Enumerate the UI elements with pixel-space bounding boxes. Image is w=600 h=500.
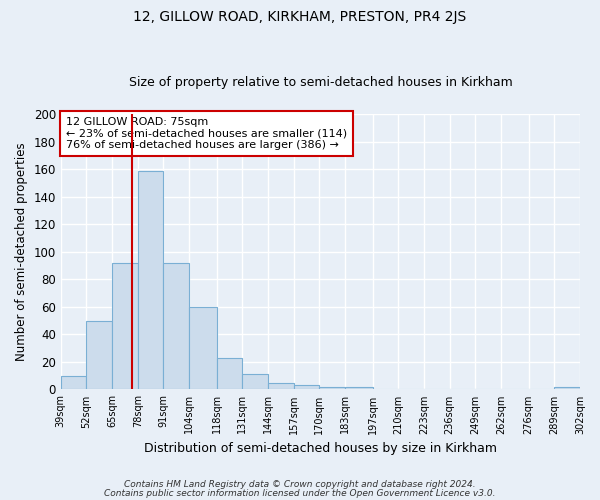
Bar	[112, 263, 138, 390]
Title: Size of property relative to semi-detached houses in Kirkham: Size of property relative to semi-detach…	[128, 76, 512, 90]
Text: Contains public sector information licensed under the Open Government Licence v3: Contains public sector information licen…	[104, 488, 496, 498]
Y-axis label: Number of semi-detached properties: Number of semi-detached properties	[15, 142, 28, 361]
Text: Contains HM Land Registry data © Crown copyright and database right 2024.: Contains HM Land Registry data © Crown c…	[124, 480, 476, 489]
Bar	[61, 376, 86, 390]
Bar	[217, 358, 242, 390]
Bar	[268, 382, 294, 390]
Bar	[86, 320, 112, 390]
Bar	[294, 386, 319, 390]
Bar	[138, 170, 163, 390]
Text: 12, GILLOW ROAD, KIRKHAM, PRESTON, PR4 2JS: 12, GILLOW ROAD, KIRKHAM, PRESTON, PR4 2…	[133, 10, 467, 24]
Text: 12 GILLOW ROAD: 75sqm
← 23% of semi-detached houses are smaller (114)
76% of sem: 12 GILLOW ROAD: 75sqm ← 23% of semi-deta…	[66, 117, 347, 150]
Bar	[319, 386, 345, 390]
Bar	[242, 374, 268, 390]
Bar	[345, 386, 373, 390]
Bar	[163, 263, 189, 390]
Bar	[189, 307, 217, 390]
X-axis label: Distribution of semi-detached houses by size in Kirkham: Distribution of semi-detached houses by …	[144, 442, 497, 455]
Bar	[554, 386, 580, 390]
